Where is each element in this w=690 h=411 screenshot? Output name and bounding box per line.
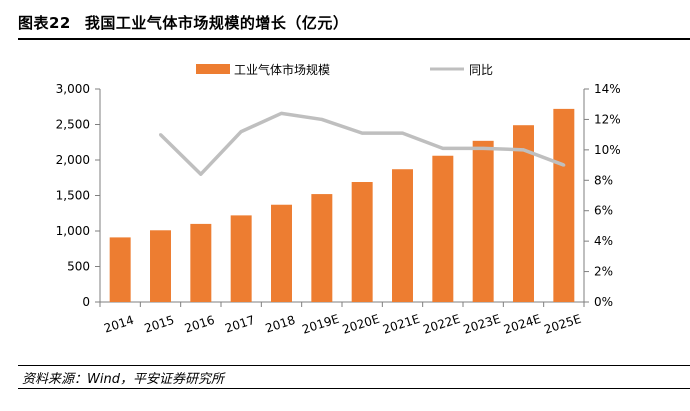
source-note: 资料来源：Wind，平安证券研究所 — [22, 372, 224, 387]
y-right-tick-label: 10% — [594, 143, 621, 157]
header-bar: 图表22 我国工业气体市场规模的增长（亿元） — [18, 4, 690, 40]
x-tick-label: 2020E — [341, 312, 382, 337]
bar — [109, 237, 131, 302]
y-right-tick-label: 14% — [594, 82, 621, 96]
y-right-tick-label: 8% — [594, 173, 613, 187]
line-point — [239, 130, 243, 134]
bar — [432, 155, 454, 302]
bar-series — [109, 108, 575, 303]
footer-rule — [18, 388, 690, 389]
line-point — [360, 131, 364, 135]
legend: 工业气体市场规模 同比 — [196, 62, 493, 77]
y-right-tick-label: 6% — [594, 204, 613, 218]
x-tick-label: 2019E — [300, 312, 341, 337]
x-tick-label: 2021E — [381, 312, 422, 337]
line-point — [481, 146, 485, 150]
bar — [230, 215, 252, 302]
bar — [271, 204, 292, 302]
x-tick-label: 2018 — [264, 313, 297, 336]
y-right-tick-label: 12% — [594, 112, 621, 126]
x-tick-label: 2023E — [462, 312, 503, 337]
line-point — [159, 133, 162, 137]
y-right-tick-label: 2% — [594, 265, 613, 279]
line-point — [562, 163, 566, 167]
line-point — [280, 111, 283, 115]
line-point — [199, 172, 203, 176]
legend-label-bar: 工业气体市场规模 — [234, 62, 330, 77]
line-point — [522, 148, 525, 152]
x-tick-label: 2024E — [502, 312, 543, 337]
line-point — [320, 117, 324, 121]
bar — [472, 140, 494, 302]
x-tick-label: 2017 — [223, 313, 256, 336]
x-tick-label: 2016 — [183, 313, 216, 336]
line-point — [441, 146, 445, 150]
bar — [150, 230, 171, 302]
y-left-tick-label: 500 — [67, 260, 90, 274]
footer-divider — [18, 365, 690, 366]
bar — [311, 194, 333, 302]
chart-title: 图表22 我国工业气体市场规模的增长（亿元） — [18, 12, 348, 33]
y-left-tick-label: 1,000 — [56, 224, 90, 238]
line-series — [159, 111, 566, 176]
x-tick-label: 2022E — [421, 312, 462, 337]
yoy-line — [159, 111, 565, 176]
figure-title: 我国工业气体市场规模的增长（亿元） — [84, 14, 349, 32]
line-point — [401, 131, 404, 135]
bar — [351, 182, 373, 302]
x-tick-label: 2025E — [542, 312, 583, 337]
x-tick-label: 2015 — [143, 313, 176, 336]
legend-swatch-bar — [196, 64, 230, 74]
y-left-tick-label: 0 — [82, 295, 90, 309]
y-left-tick-label: 1,500 — [56, 189, 90, 203]
axes — [95, 88, 589, 307]
chart: 工业气体市场规模 同比 0 500 1,000 1,500 2,000 2,500 3,00… — [56, 62, 621, 337]
figure-label: 图表22 — [18, 14, 71, 32]
bar — [190, 223, 212, 302]
y-right-tick-label: 0% — [594, 295, 613, 309]
legend-label-line: 同比 — [469, 63, 493, 77]
bar — [553, 108, 575, 302]
y-right-tick-label: 4% — [594, 234, 613, 248]
x-tick-label: 2014 — [102, 313, 135, 336]
tick-labels: 0 500 1,000 1,500 2,000 2,500 3,000 0% 2% 4% 6% 8% 1… — [56, 82, 621, 337]
y-left-tick-label: 2,000 — [56, 153, 90, 167]
bar — [513, 125, 534, 303]
bar — [392, 169, 413, 302]
y-left-tick-label: 2,500 — [56, 118, 90, 132]
y-left-tick-label: 3,000 — [56, 82, 90, 96]
